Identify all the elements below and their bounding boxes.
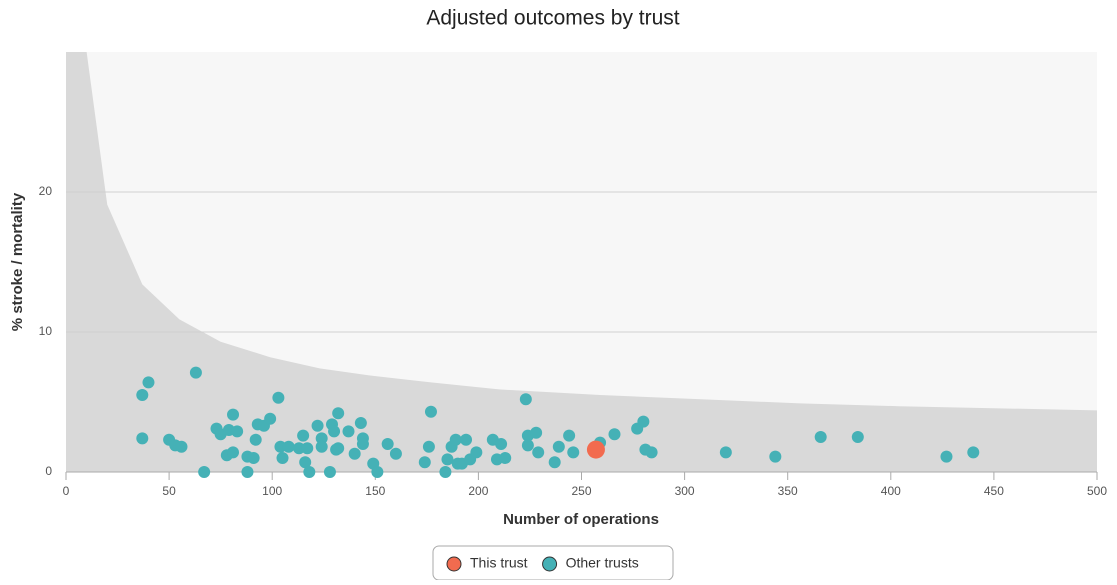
data-point: [424, 405, 437, 418]
data-point: [519, 393, 532, 406]
data-point: [136, 432, 149, 445]
x-tick-label: 150: [365, 484, 385, 498]
x-tick-label: 250: [571, 484, 591, 498]
data-point: [354, 417, 367, 429]
y-tick-label: 0: [45, 464, 52, 478]
data-point: [381, 438, 394, 450]
data-point: [301, 442, 314, 455]
data-point: [323, 466, 336, 478]
chart-title: Adjusted outcomes by trust: [426, 7, 679, 30]
data-point: [851, 431, 864, 443]
data-point: [495, 438, 508, 450]
data-point: [449, 433, 462, 446]
legend-label: Other trusts: [566, 555, 639, 571]
x-tick-label: 450: [984, 484, 1004, 498]
data-point: [249, 433, 262, 446]
data-point: [499, 452, 512, 464]
data-point: [356, 438, 369, 450]
data-point: [530, 426, 543, 439]
data-point: [332, 407, 345, 420]
data-point: [299, 456, 312, 469]
data-point: [293, 442, 306, 455]
x-tick-label: 500: [1087, 484, 1107, 498]
data-point: [241, 466, 254, 478]
data-point: [272, 391, 285, 404]
data-point: [422, 440, 435, 453]
data-point: [470, 446, 483, 459]
data-point: [332, 442, 345, 455]
data-point: [967, 446, 980, 459]
x-axis-title: Number of operations: [503, 511, 659, 528]
data-point: [328, 425, 341, 438]
legend-label: This trust: [470, 555, 528, 571]
data-point: [231, 425, 244, 438]
data-point: [552, 440, 565, 453]
data-point: [227, 446, 240, 459]
data-point: [439, 466, 452, 478]
data-point: [276, 452, 289, 464]
data-point: [769, 450, 782, 463]
data-point: [274, 440, 287, 453]
data-point: [175, 440, 188, 453]
legend-marker: [446, 556, 462, 572]
y-axis-title: % stroke / mortality: [9, 192, 26, 331]
data-point: [460, 433, 473, 446]
data-point: [814, 431, 827, 443]
x-tick-label: 350: [778, 484, 798, 498]
data-point: [371, 466, 384, 478]
data-point: [418, 456, 431, 469]
data-point: [586, 440, 605, 459]
data-point: [532, 446, 545, 459]
data-point: [311, 419, 324, 432]
x-tick-label: 200: [468, 484, 488, 498]
x-tick-label: 300: [675, 484, 695, 498]
x-tick-label: 400: [881, 484, 901, 498]
data-point: [264, 412, 277, 425]
x-tick-label: 50: [162, 484, 176, 498]
data-point: [521, 439, 534, 452]
x-tick-label: 100: [262, 484, 282, 498]
funnel-area: [66, 52, 1097, 472]
data-point: [303, 466, 316, 478]
data-point: [227, 408, 240, 421]
y-tick-label: 10: [39, 324, 53, 338]
data-point: [441, 453, 454, 466]
data-point: [142, 376, 155, 389]
data-point: [563, 429, 576, 442]
data-point: [940, 450, 953, 463]
data-point: [637, 415, 650, 428]
data-point: [189, 366, 202, 379]
data-point: [548, 456, 561, 469]
legend-marker: [542, 556, 558, 572]
data-point: [567, 446, 580, 459]
y-tick-label: 20: [39, 184, 53, 198]
data-point: [645, 446, 658, 459]
data-point: [198, 466, 211, 478]
data-point: [389, 447, 402, 460]
data-point: [608, 428, 621, 441]
x-tick-label: 0: [63, 484, 70, 498]
data-point: [297, 429, 310, 442]
data-point: [315, 440, 328, 453]
data-point: [136, 389, 149, 401]
data-point: [719, 446, 732, 459]
data-point: [315, 432, 328, 445]
data-point: [342, 425, 355, 438]
data-point: [348, 447, 361, 460]
data-point: [282, 440, 295, 453]
data-point: [247, 452, 260, 464]
